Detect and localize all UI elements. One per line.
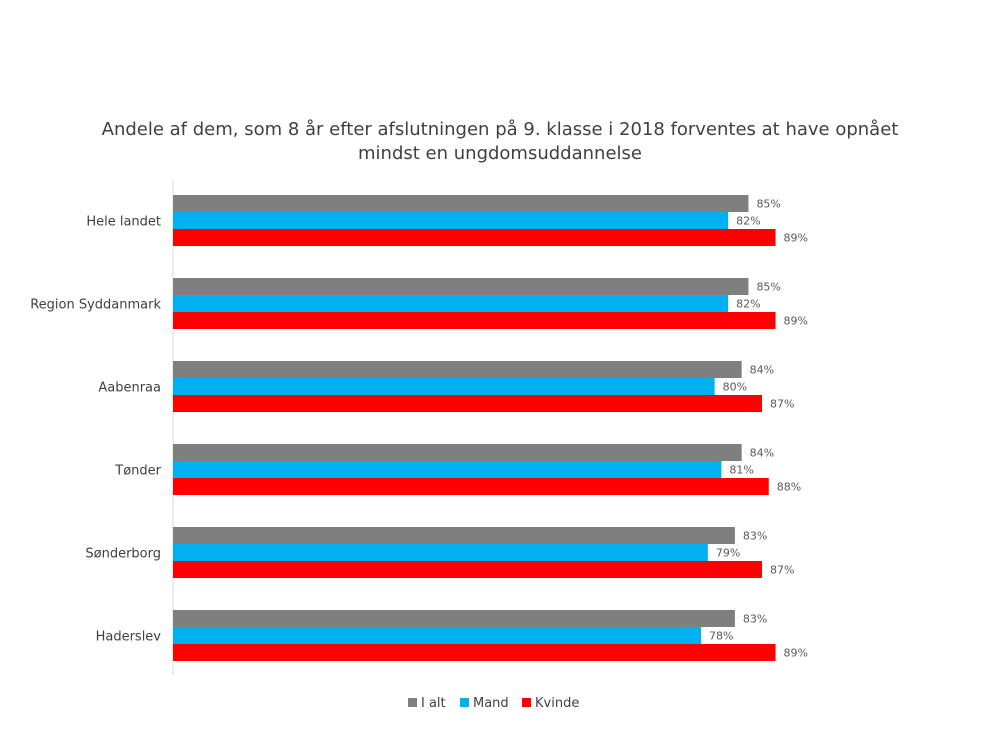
bar	[173, 212, 729, 229]
data-label: 88%	[777, 481, 801, 494]
data-label: 81%	[729, 464, 753, 477]
bar	[173, 278, 749, 295]
bar	[173, 295, 729, 312]
bar	[173, 312, 776, 329]
category-label: Haderslev	[96, 630, 162, 645]
data-label: 89%	[784, 315, 808, 328]
legend-swatch	[460, 698, 469, 707]
category-label: Aabenraa	[98, 381, 161, 396]
data-label: 80%	[723, 381, 747, 394]
bar	[173, 544, 708, 561]
bar	[173, 229, 776, 246]
legend-swatch	[408, 698, 417, 707]
legend-swatch	[522, 698, 531, 707]
bar	[173, 644, 776, 661]
data-label: 84%	[750, 447, 774, 460]
chart-title: Andele af dem, som 8 år efter afslutning…	[101, 119, 899, 164]
bar	[173, 378, 715, 395]
bar	[173, 395, 762, 412]
bar	[173, 195, 749, 212]
category-label: Tønder	[114, 464, 161, 479]
bar	[173, 478, 769, 495]
data-label: 78%	[709, 630, 733, 643]
data-label: 82%	[736, 215, 760, 228]
data-label: 85%	[756, 281, 780, 294]
bar	[173, 461, 722, 478]
data-label: 87%	[770, 398, 794, 411]
category-label: Region Syddanmark	[30, 298, 161, 313]
category-label: Sønderborg	[85, 547, 161, 562]
bar	[173, 444, 742, 461]
bar	[173, 561, 762, 578]
data-label: 82%	[736, 298, 760, 311]
bar	[173, 610, 735, 627]
data-label: 89%	[784, 647, 808, 660]
category-label: Hele landet	[86, 215, 161, 230]
legend-label: Kvinde	[535, 696, 579, 711]
legend-label: I alt	[421, 696, 446, 711]
bar	[173, 627, 702, 644]
legend-label: Mand	[473, 696, 509, 711]
data-label: 87%	[770, 564, 794, 577]
data-label: 85%	[756, 198, 780, 211]
data-label: 84%	[750, 364, 774, 377]
data-label: 89%	[784, 232, 808, 245]
data-label: 83%	[743, 613, 767, 626]
bar	[173, 361, 742, 378]
data-label: 83%	[743, 530, 767, 543]
data-label: 79%	[716, 547, 740, 560]
bar	[173, 527, 735, 544]
